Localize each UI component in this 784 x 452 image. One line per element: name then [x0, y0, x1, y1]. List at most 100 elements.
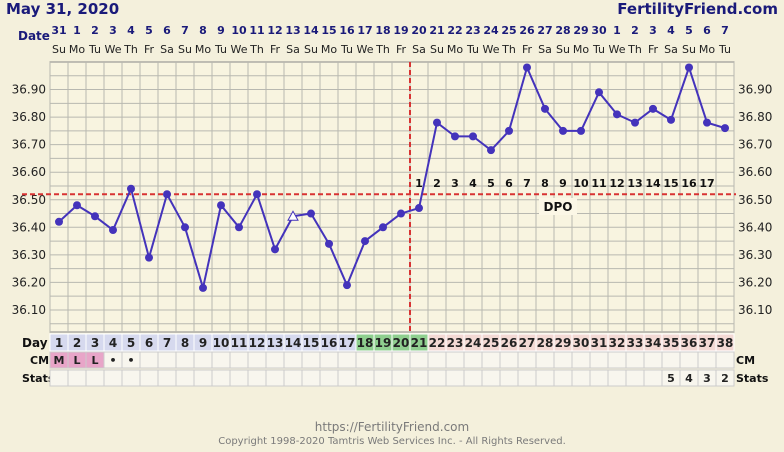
- date-number: 5: [145, 24, 153, 37]
- dpo-number: 5: [487, 177, 495, 190]
- temperature-point: [253, 190, 261, 199]
- day-number: 4: [109, 336, 117, 350]
- day-number: 9: [199, 336, 207, 350]
- stats-cell: [247, 369, 267, 387]
- cm-cell: [535, 351, 555, 369]
- cm-cell: [463, 351, 483, 369]
- cm-cell: [715, 351, 735, 369]
- day-number: 2: [73, 336, 81, 350]
- date-number: 30: [591, 24, 607, 37]
- cm-row-label: CM: [30, 354, 49, 367]
- footer-url[interactable]: https://FertilityFriend.com: [314, 420, 470, 434]
- weekday-label: Th: [501, 43, 516, 56]
- stats-cell: [517, 369, 537, 387]
- stats-cell: [157, 369, 177, 387]
- weekday-label: Th: [375, 43, 390, 56]
- temperature-point: [145, 253, 153, 262]
- temperature-point: [613, 110, 621, 119]
- stats-cell: [103, 369, 123, 387]
- date-number: 16: [339, 24, 355, 37]
- day-number: 21: [411, 336, 428, 350]
- date-number: 2: [91, 24, 99, 37]
- cm-cell: [625, 351, 645, 369]
- stats-cell: [139, 369, 159, 387]
- temperature-point: [181, 223, 189, 232]
- dpo-number: 3: [451, 177, 459, 190]
- dpo-number: 15: [663, 177, 678, 190]
- temperature-point: [595, 88, 603, 97]
- date-number: 13: [285, 24, 300, 37]
- day-number: 12: [249, 336, 266, 350]
- weekday-label: We: [357, 43, 374, 56]
- date-number: 6: [163, 24, 171, 37]
- cm-value: M: [54, 354, 65, 367]
- stats-cell: [589, 369, 609, 387]
- cm-cell: [661, 351, 681, 369]
- temperature-point: [433, 118, 441, 127]
- stats-cell: [445, 369, 465, 387]
- y-tick-label-right: 36.60: [738, 165, 772, 179]
- temperature-point: [199, 283, 207, 292]
- cm-cell: [175, 351, 195, 369]
- stats-cell: [625, 369, 645, 387]
- day-number: 37: [699, 336, 716, 350]
- stats-cell: [409, 369, 429, 387]
- temperature-point: [127, 184, 135, 193]
- y-tick-label-left: 36.40: [12, 220, 46, 234]
- y-tick-label-left: 36.30: [12, 248, 46, 262]
- stats-cell: [229, 369, 249, 387]
- stats-cell: [607, 369, 627, 387]
- brand-link[interactable]: FertilityFriend.com: [617, 0, 778, 18]
- date-number: 26: [519, 24, 535, 37]
- cm-cell: [301, 351, 321, 369]
- day-number: 13: [267, 336, 284, 350]
- temperature-point: [397, 209, 405, 218]
- cm-value: •: [127, 354, 134, 367]
- temperature-point: [721, 124, 729, 133]
- date-number: 17: [357, 24, 372, 37]
- day-row-label: Day: [22, 336, 48, 350]
- temperature-point: [631, 118, 639, 127]
- temperature-point: [361, 237, 369, 246]
- y-tick-label-right: 36.20: [738, 275, 772, 289]
- temperature-point: [487, 146, 495, 155]
- weekday-label: Su: [556, 43, 570, 56]
- temperature-point: [307, 209, 315, 218]
- date-number: 8: [199, 24, 207, 37]
- temperature-point: [271, 245, 279, 254]
- temperature-point: [73, 201, 81, 210]
- cm-cell: [427, 351, 447, 369]
- weekday-label: Su: [304, 43, 318, 56]
- day-number: 8: [181, 336, 189, 350]
- stats-value: 2: [721, 372, 729, 385]
- stats-cell: [355, 369, 375, 387]
- y-tick-label-left: 36.90: [12, 83, 46, 97]
- day-number: 31: [591, 336, 608, 350]
- dpo-number: 8: [541, 177, 549, 190]
- temperature-point: [415, 204, 423, 213]
- day-number: 18: [357, 336, 374, 350]
- day-number: 7: [163, 336, 171, 350]
- date-number: 6: [703, 24, 711, 37]
- day-number: 25: [483, 336, 500, 350]
- cm-cell: [607, 351, 627, 369]
- date-number: 2: [631, 24, 639, 37]
- weekday-label: Tu: [466, 43, 479, 56]
- stats-cell: [571, 369, 591, 387]
- date-number: 3: [109, 24, 117, 37]
- stats-cell: [193, 369, 213, 387]
- weekday-label: Fr: [270, 43, 281, 56]
- date-number: 11: [249, 24, 264, 37]
- temperature-point: [505, 126, 513, 135]
- weekday-label: Sa: [160, 43, 174, 56]
- weekday-label: Mo: [321, 43, 337, 56]
- cm-cell: [391, 351, 411, 369]
- stats-cell: [643, 369, 663, 387]
- temperature-point: [235, 223, 243, 232]
- y-tick-label-right: 36.50: [738, 193, 772, 207]
- stats-cell: [391, 369, 411, 387]
- weekday-label: Th: [627, 43, 642, 56]
- stats-cell: [283, 369, 303, 387]
- weekday-label: Fr: [648, 43, 659, 56]
